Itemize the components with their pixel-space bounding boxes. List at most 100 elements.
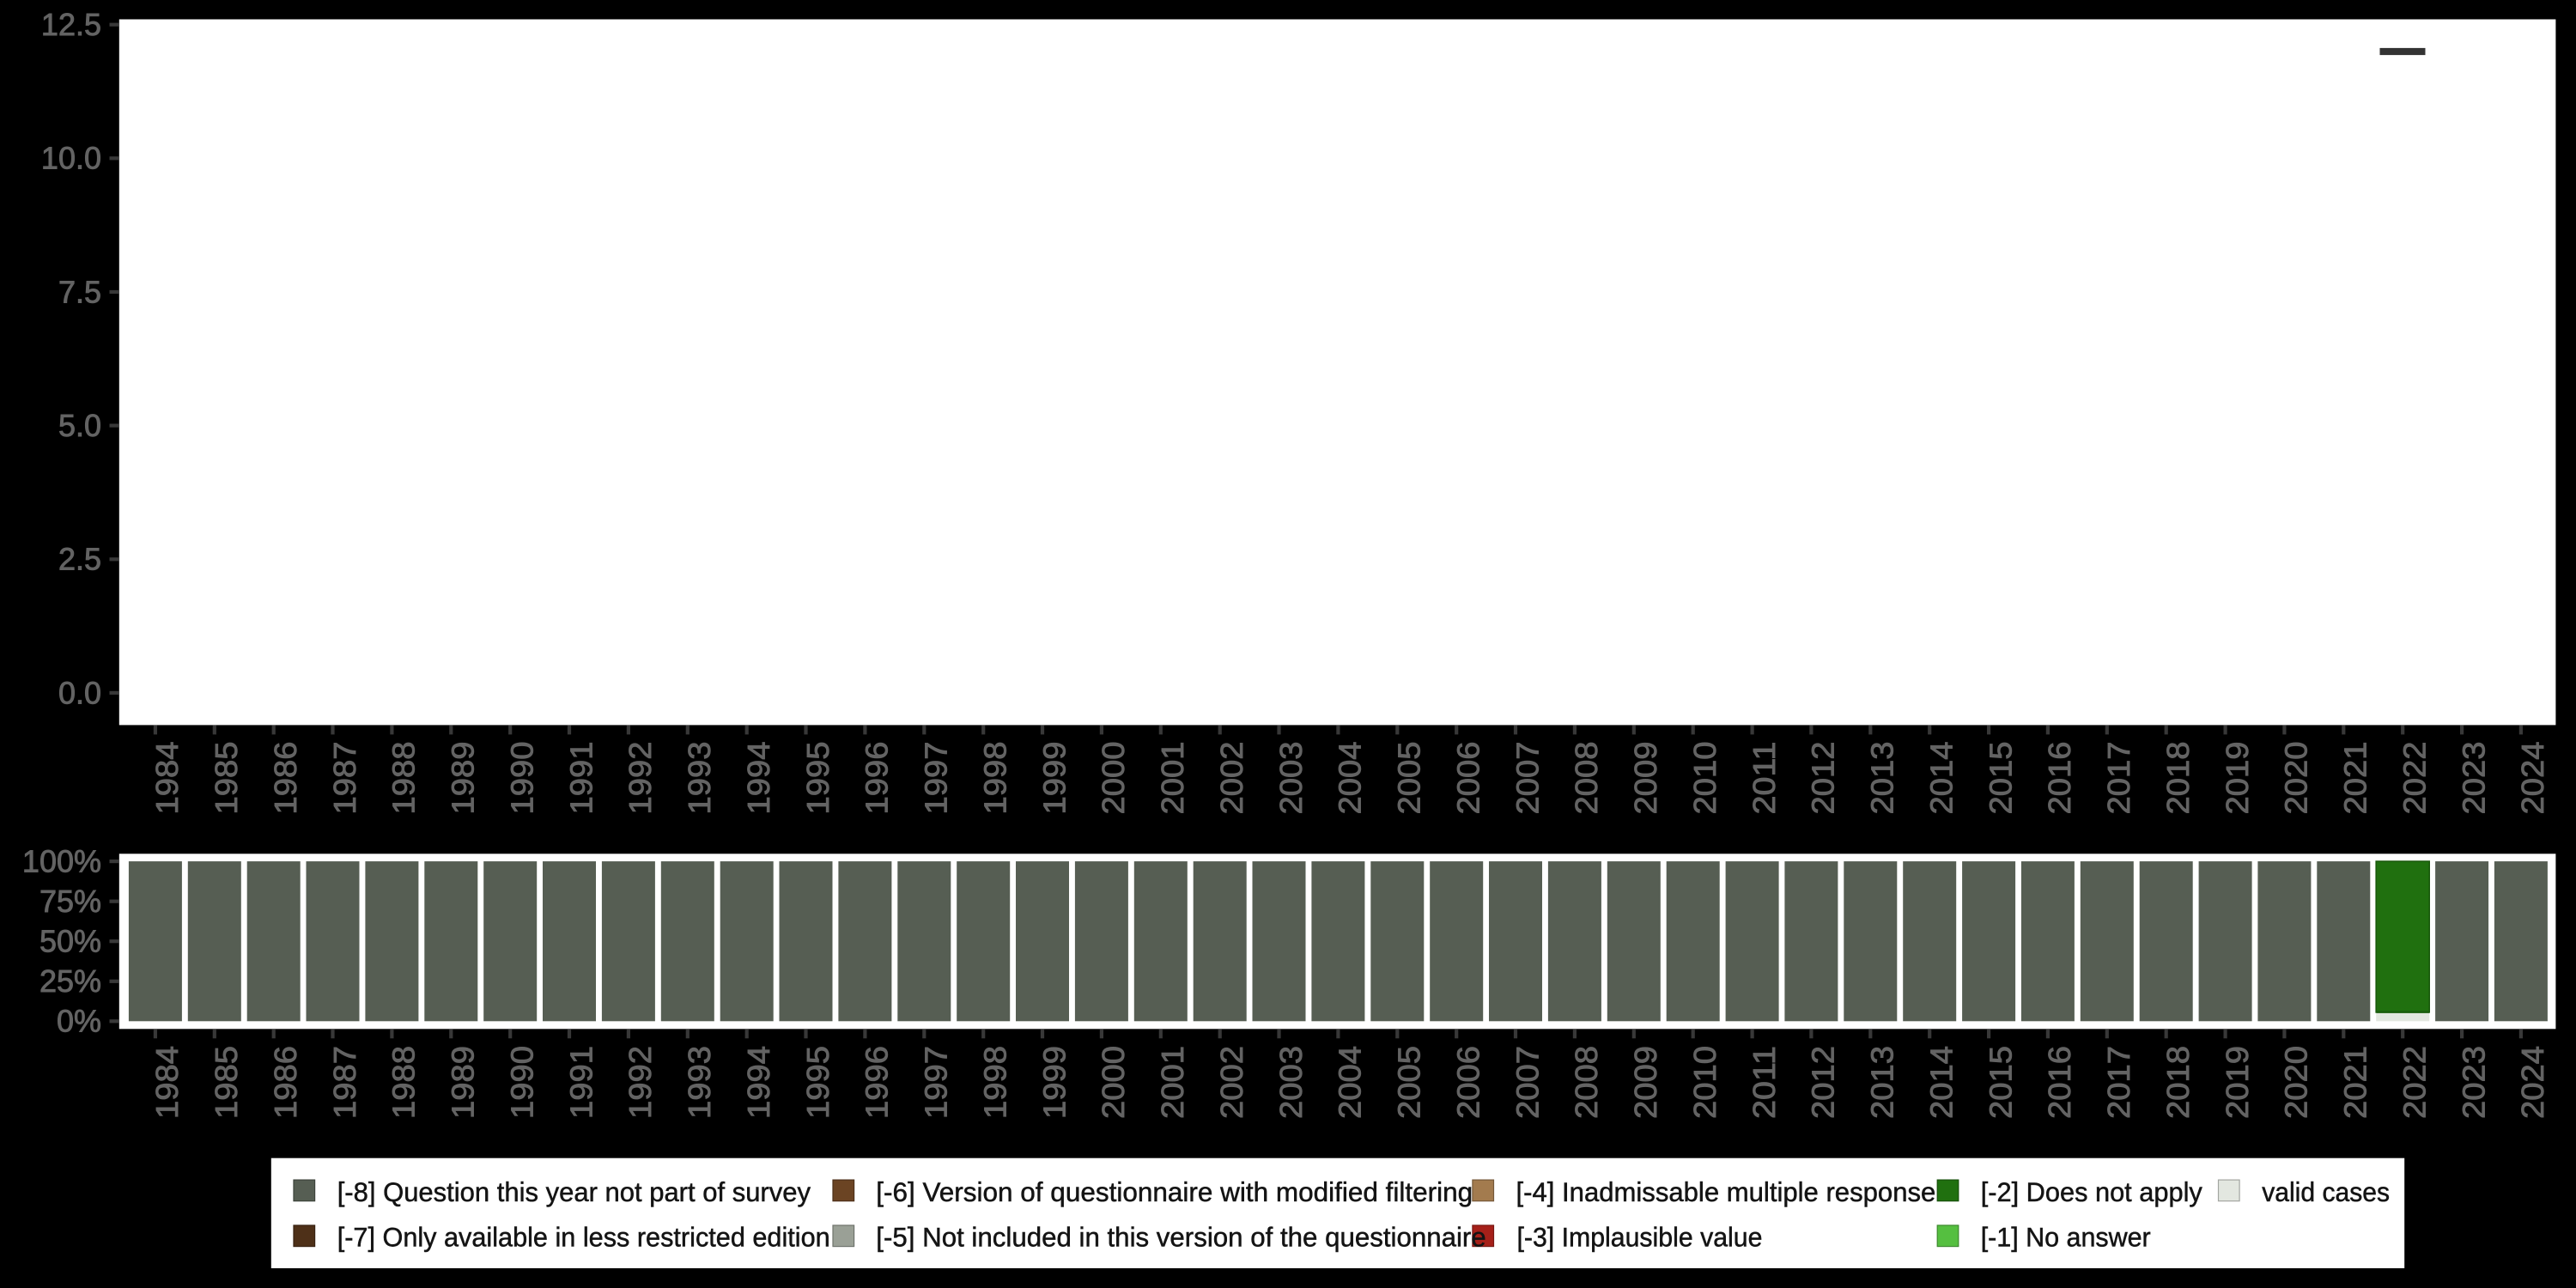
svg-text:1994: 1994 bbox=[741, 1046, 776, 1119]
svg-text:2019: 2019 bbox=[2220, 1046, 2255, 1119]
svg-text:2001: 2001 bbox=[1155, 1046, 1190, 1119]
svg-text:0%: 0% bbox=[57, 1004, 101, 1039]
svg-text:2020: 2020 bbox=[2279, 1046, 2314, 1119]
svg-text:2.5: 2.5 bbox=[58, 542, 101, 577]
svg-text:0.0: 0.0 bbox=[58, 675, 101, 710]
svg-text:2022: 2022 bbox=[2397, 1046, 2433, 1119]
svg-text:2013: 2013 bbox=[1865, 742, 1900, 815]
svg-text:1993: 1993 bbox=[682, 742, 717, 815]
svg-text:1990: 1990 bbox=[505, 742, 540, 815]
svg-text:1987: 1987 bbox=[327, 1046, 362, 1119]
svg-text:2014: 2014 bbox=[1924, 1046, 1959, 1119]
svg-text:1985: 1985 bbox=[209, 1046, 244, 1119]
svg-text:1984: 1984 bbox=[149, 1046, 185, 1119]
svg-text:2017: 2017 bbox=[2101, 1046, 2136, 1119]
svg-text:1990: 1990 bbox=[505, 1046, 540, 1119]
svg-text:2005: 2005 bbox=[1392, 1046, 1427, 1119]
svg-text:75%: 75% bbox=[39, 884, 101, 919]
svg-text:2010: 2010 bbox=[1687, 1046, 1722, 1119]
svg-text:2003: 2003 bbox=[1273, 1046, 1309, 1119]
svg-text:2016: 2016 bbox=[2042, 1046, 2077, 1119]
svg-text:1995: 1995 bbox=[800, 742, 835, 815]
svg-text:2014: 2014 bbox=[1924, 742, 1959, 815]
svg-text:1995: 1995 bbox=[800, 1046, 835, 1119]
svg-text:2012: 2012 bbox=[1806, 1046, 1841, 1119]
svg-text:2021: 2021 bbox=[2338, 1046, 2373, 1119]
svg-text:[-4] Inadmissable multiple res: [-4] Inadmissable multiple response bbox=[1516, 1176, 1936, 1207]
svg-text:2020: 2020 bbox=[2279, 742, 2314, 815]
svg-text:10.0: 10.0 bbox=[41, 141, 101, 176]
svg-text:1984: 1984 bbox=[149, 742, 185, 815]
svg-text:50%: 50% bbox=[39, 924, 101, 959]
svg-text:2004: 2004 bbox=[1333, 1046, 1368, 1119]
svg-text:1988: 1988 bbox=[386, 1046, 422, 1119]
svg-text:2003: 2003 bbox=[1273, 742, 1309, 815]
svg-text:1997: 1997 bbox=[919, 1046, 954, 1119]
svg-text:2018: 2018 bbox=[2160, 742, 2196, 815]
svg-text:2001: 2001 bbox=[1155, 742, 1190, 815]
svg-text:[-5] Not included in this vers: [-5] Not included in this version of the… bbox=[876, 1222, 1485, 1253]
svg-text:[-7] Only available in less re: [-7] Only available in less restricted e… bbox=[337, 1222, 830, 1253]
svg-text:[-3] Implausible value: [-3] Implausible value bbox=[1517, 1222, 1763, 1253]
svg-text:100%: 100% bbox=[22, 844, 101, 879]
svg-text:2023: 2023 bbox=[2456, 1046, 2491, 1119]
svg-text:1988: 1988 bbox=[386, 742, 422, 815]
svg-text:1996: 1996 bbox=[860, 1046, 895, 1119]
svg-text:2002: 2002 bbox=[1214, 1046, 1249, 1119]
svg-text:2024: 2024 bbox=[2515, 742, 2550, 815]
svg-text:1991: 1991 bbox=[563, 1046, 598, 1119]
svg-text:1998: 1998 bbox=[978, 742, 1013, 815]
svg-text:[-1] No answer: [-1] No answer bbox=[1981, 1222, 2151, 1253]
svg-text:2021: 2021 bbox=[2338, 742, 2373, 815]
svg-text:2015: 2015 bbox=[1983, 1046, 2018, 1119]
svg-text:2009: 2009 bbox=[1628, 1046, 1663, 1119]
svg-text:1998: 1998 bbox=[978, 1046, 1013, 1119]
svg-text:2017: 2017 bbox=[2101, 742, 2136, 815]
svg-text:1993: 1993 bbox=[682, 1046, 717, 1119]
svg-text:valid cases: valid cases bbox=[2262, 1176, 2390, 1207]
svg-text:1997: 1997 bbox=[919, 742, 954, 815]
svg-text:1991: 1991 bbox=[563, 742, 598, 815]
svg-text:1987: 1987 bbox=[327, 742, 362, 815]
svg-text:2024: 2024 bbox=[2515, 1046, 2550, 1119]
svg-text:1994: 1994 bbox=[741, 742, 776, 815]
svg-text:1989: 1989 bbox=[446, 742, 481, 815]
svg-text:1996: 1996 bbox=[860, 742, 895, 815]
svg-text:5.0: 5.0 bbox=[58, 408, 101, 443]
svg-text:1992: 1992 bbox=[623, 742, 658, 815]
svg-text:2016: 2016 bbox=[2042, 742, 2077, 815]
svg-text:2011: 2011 bbox=[1747, 742, 1782, 815]
svg-text:2011: 2011 bbox=[1747, 1046, 1782, 1119]
svg-text:[-8] Question this year not pa: [-8] Question this year not part of surv… bbox=[337, 1176, 811, 1207]
svg-text:2008: 2008 bbox=[1569, 742, 1604, 815]
svg-text:2015: 2015 bbox=[1983, 742, 2018, 815]
svg-text:2000: 2000 bbox=[1096, 742, 1131, 815]
svg-text:2013: 2013 bbox=[1865, 1046, 1900, 1119]
svg-text:2018: 2018 bbox=[2160, 1046, 2196, 1119]
svg-text:1999: 1999 bbox=[1036, 1046, 1072, 1119]
svg-text:7.5: 7.5 bbox=[58, 274, 101, 309]
svg-text:1986: 1986 bbox=[268, 1046, 303, 1119]
svg-text:2005: 2005 bbox=[1392, 742, 1427, 815]
svg-text:1985: 1985 bbox=[209, 742, 244, 815]
svg-text:2009: 2009 bbox=[1628, 742, 1663, 815]
svg-text:2006: 2006 bbox=[1451, 1046, 1486, 1119]
svg-text:2002: 2002 bbox=[1214, 742, 1249, 815]
svg-text:1999: 1999 bbox=[1036, 742, 1072, 815]
svg-text:1986: 1986 bbox=[268, 742, 303, 815]
svg-text:2000: 2000 bbox=[1096, 1046, 1131, 1119]
svg-text:2006: 2006 bbox=[1451, 742, 1486, 815]
svg-text:2007: 2007 bbox=[1510, 742, 1545, 815]
svg-text:2023: 2023 bbox=[2456, 742, 2491, 815]
svg-text:2007: 2007 bbox=[1510, 1046, 1545, 1119]
svg-text:2008: 2008 bbox=[1569, 1046, 1604, 1119]
svg-text:25%: 25% bbox=[39, 963, 101, 999]
svg-text:2022: 2022 bbox=[2397, 742, 2433, 815]
svg-text:2004: 2004 bbox=[1333, 742, 1368, 815]
svg-text:1989: 1989 bbox=[446, 1046, 481, 1119]
svg-text:1992: 1992 bbox=[623, 1046, 658, 1119]
svg-text:12.5: 12.5 bbox=[41, 7, 101, 42]
svg-text:[-6] Version of questionnaire: [-6] Version of questionnaire with modif… bbox=[876, 1176, 1473, 1207]
svg-text:2010: 2010 bbox=[1687, 742, 1722, 815]
svg-text:2012: 2012 bbox=[1806, 742, 1841, 815]
